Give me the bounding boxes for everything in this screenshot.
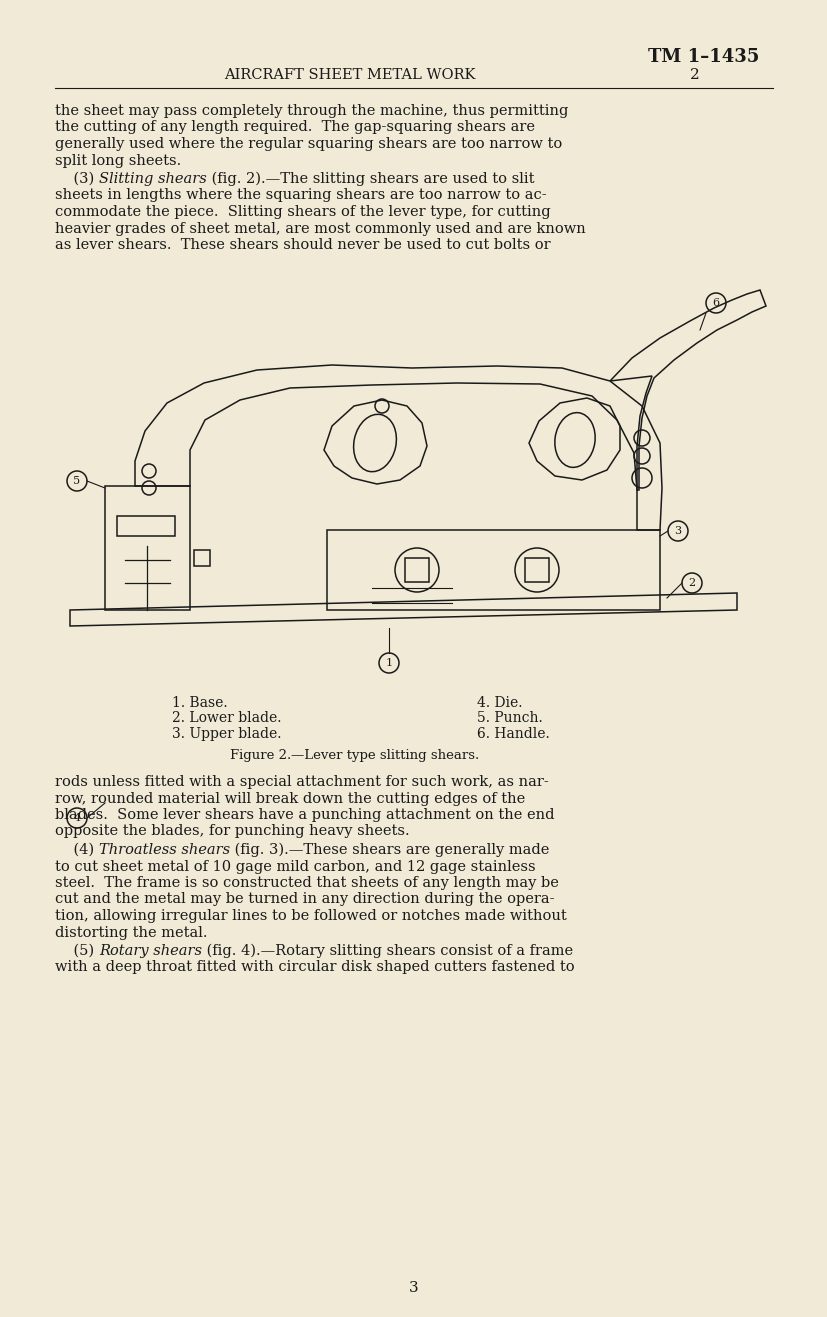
Text: 2. Lower blade.: 2. Lower blade. — [172, 711, 281, 726]
Text: row, rounded material will break down the cutting edges of the: row, rounded material will break down th… — [55, 792, 524, 806]
Text: AIRCRAFT SHEET METAL WORK: AIRCRAFT SHEET METAL WORK — [224, 68, 476, 82]
Text: tion, allowing irregular lines to be followed or notches made without: tion, allowing irregular lines to be fol… — [55, 909, 566, 923]
Text: (4): (4) — [55, 843, 98, 857]
Text: commodate the piece.  Slitting shears of the lever type, for cutting: commodate the piece. Slitting shears of … — [55, 205, 550, 219]
Text: (fig. 3).—These shears are generally made: (fig. 3).—These shears are generally mad… — [230, 843, 548, 857]
Text: (3): (3) — [55, 173, 98, 186]
Text: the sheet may pass completely through the machine, thus permitting: the sheet may pass completely through th… — [55, 104, 567, 119]
Text: heavier grades of sheet metal, are most commonly used and are known: heavier grades of sheet metal, are most … — [55, 221, 585, 236]
Text: rods unless fitted with a special attachment for such work, as nar-: rods unless fitted with a special attach… — [55, 774, 548, 789]
Text: 5. Punch.: 5. Punch. — [476, 711, 542, 726]
Text: 2: 2 — [689, 68, 699, 82]
Text: the cutting of any length required.  The gap-squaring shears are: the cutting of any length required. The … — [55, 120, 534, 134]
Text: opposite the blades, for punching heavy sheets.: opposite the blades, for punching heavy … — [55, 824, 409, 839]
Text: distorting the metal.: distorting the metal. — [55, 926, 208, 939]
Text: cut and the metal may be turned in any direction during the opera-: cut and the metal may be turned in any d… — [55, 893, 554, 906]
Text: steel.  The frame is so constructed that sheets of any length may be: steel. The frame is so constructed that … — [55, 876, 558, 890]
Text: 1. Base.: 1. Base. — [172, 695, 227, 710]
Text: 3: 3 — [409, 1281, 418, 1295]
Text: (5): (5) — [55, 944, 98, 957]
Text: 1: 1 — [385, 658, 392, 668]
Text: TM 1–1435: TM 1–1435 — [648, 47, 758, 66]
Text: sheets in lengths where the squaring shears are too narrow to ac-: sheets in lengths where the squaring she… — [55, 188, 546, 203]
Text: Throatless shears: Throatless shears — [98, 843, 230, 857]
Text: 4: 4 — [74, 813, 80, 823]
Text: split long sheets.: split long sheets. — [55, 154, 181, 167]
Text: Slitting shears: Slitting shears — [98, 173, 207, 186]
Text: blades.  Some lever shears have a punching attachment on the end: blades. Some lever shears have a punchin… — [55, 809, 554, 822]
Text: 3. Upper blade.: 3. Upper blade. — [172, 727, 281, 741]
Text: Rotary shears: Rotary shears — [98, 944, 202, 957]
Text: 5: 5 — [74, 475, 80, 486]
Text: —Lever type slitting shears.: —Lever type slitting shears. — [291, 748, 479, 761]
Text: as lever shears.  These shears should never be used to cut bolts or: as lever shears. These shears should nev… — [55, 238, 550, 252]
Text: 2: 2 — [687, 578, 695, 587]
Text: generally used where the regular squaring shears are too narrow to: generally used where the regular squarin… — [55, 137, 562, 151]
Text: 6: 6 — [711, 298, 719, 308]
Text: to cut sheet metal of 10 gage mild carbon, and 12 gage stainless: to cut sheet metal of 10 gage mild carbo… — [55, 860, 535, 873]
Text: (fig. 4).—Rotary slitting shears consist of a frame: (fig. 4).—Rotary slitting shears consist… — [202, 944, 572, 959]
Text: (fig. 2).—The slitting shears are used to slit: (fig. 2).—The slitting shears are used t… — [207, 173, 533, 187]
Text: 4. Die.: 4. Die. — [476, 695, 522, 710]
Text: 3: 3 — [674, 525, 681, 536]
Text: Figure 2.: Figure 2. — [230, 748, 291, 761]
Text: with a deep throat fitted with circular disk shaped cutters fastened to: with a deep throat fitted with circular … — [55, 960, 574, 975]
Text: 6. Handle.: 6. Handle. — [476, 727, 549, 741]
